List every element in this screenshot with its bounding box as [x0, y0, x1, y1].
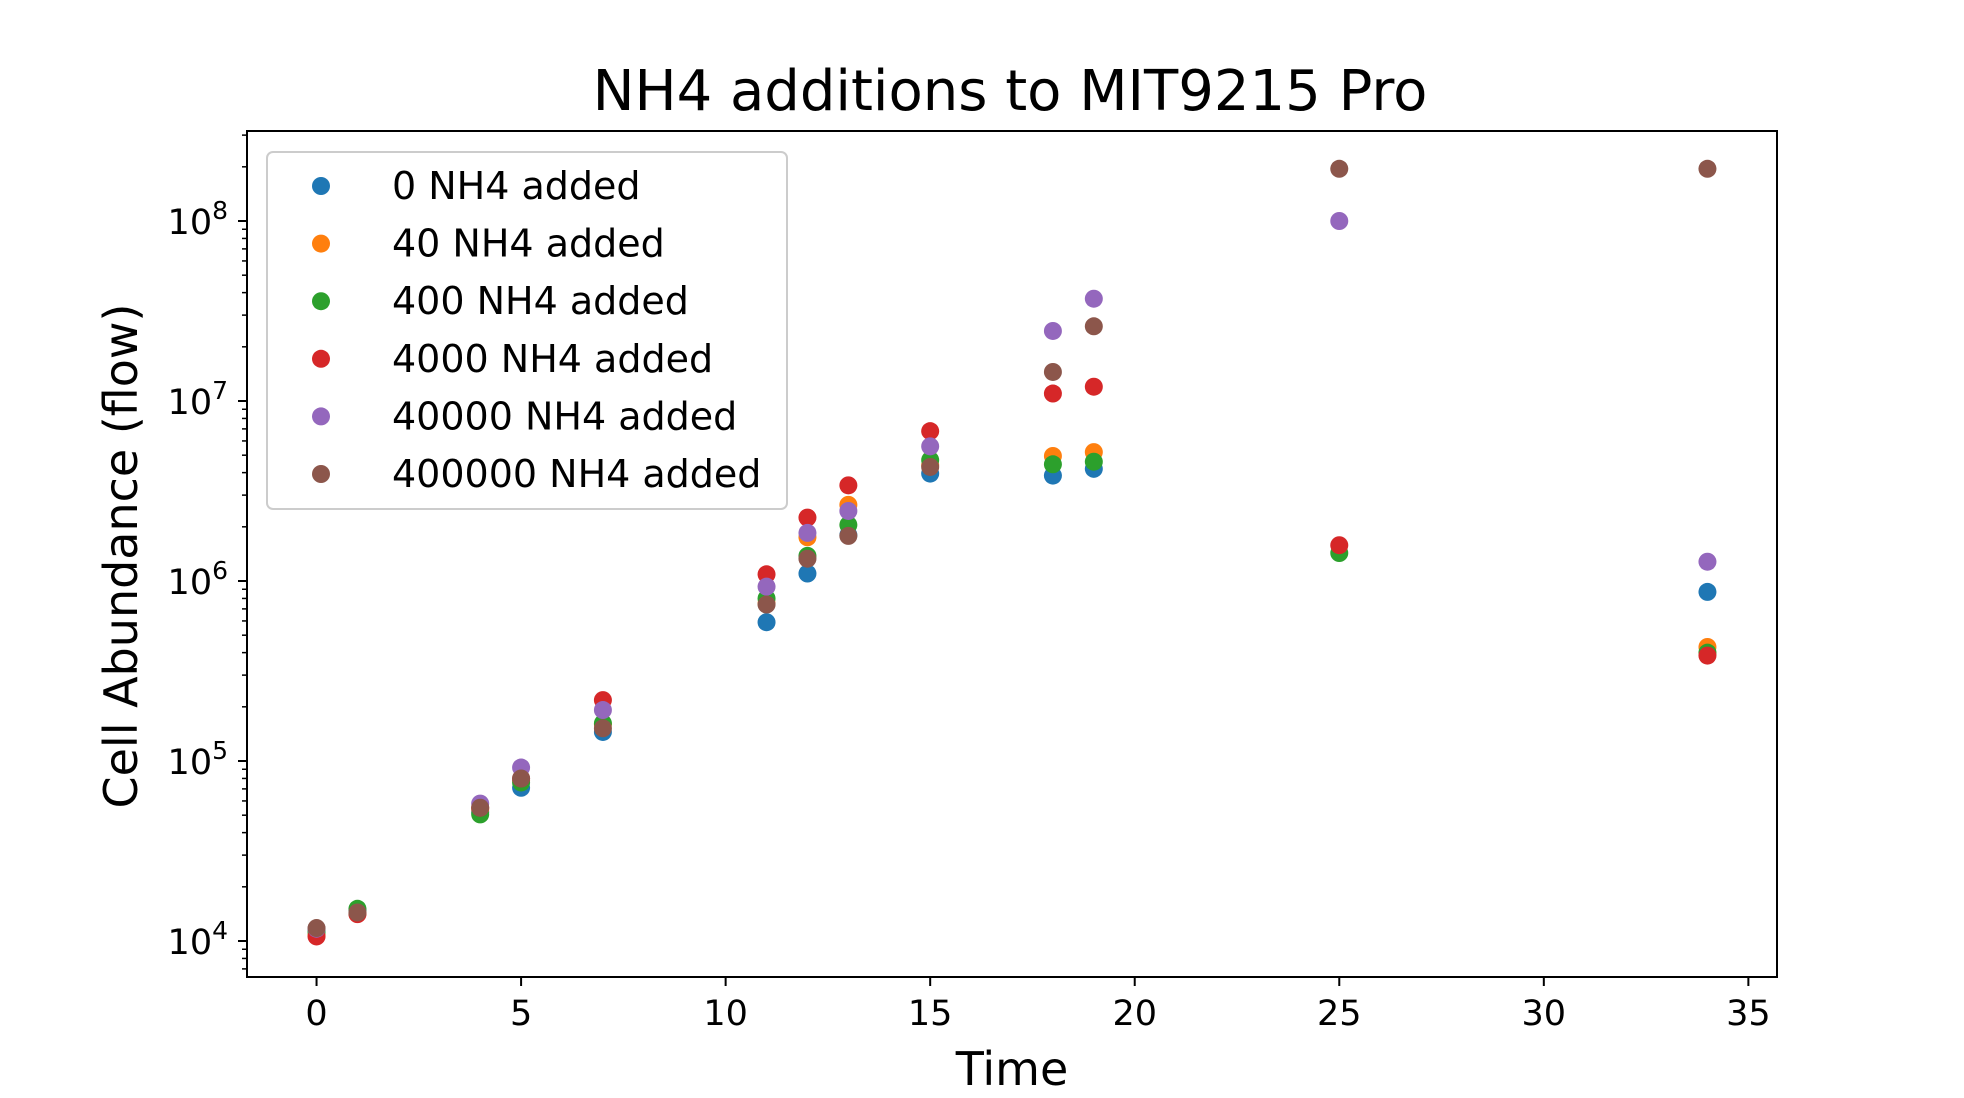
data-point-series-4	[593, 701, 612, 720]
legend-label: 40 NH4 added	[392, 222, 665, 266]
legend-label: 400 NH4 added	[392, 279, 689, 323]
data-point-series-3	[1330, 536, 1349, 555]
legend-marker	[312, 292, 330, 311]
legend-marker	[312, 234, 330, 253]
data-point-series-5	[1698, 159, 1717, 178]
legend-label: 40000 NH4 added	[392, 394, 737, 438]
data-point-series-5	[471, 798, 490, 817]
data-point-series-4	[757, 577, 776, 596]
x-axis-label: Time	[955, 1042, 1069, 1094]
y-tick-exponent: 8	[212, 196, 228, 225]
legend-marker	[312, 349, 330, 368]
data-point-series-3	[1698, 646, 1717, 665]
y-tick-base: 10	[168, 383, 213, 423]
chart-title: NH4 additions to MIT9215 Pro	[593, 59, 1428, 124]
y-tick-exponent: 5	[212, 736, 228, 765]
data-point-series-2	[1043, 455, 1062, 474]
y-tick-label: 107	[168, 376, 228, 423]
data-point-series-0	[757, 613, 776, 632]
x-tick-label: 0	[305, 994, 327, 1034]
data-point-series-5	[1084, 317, 1103, 336]
data-point-series-3	[1084, 377, 1103, 396]
data-point-series-5	[307, 919, 326, 938]
data-point-series-3	[921, 422, 940, 441]
y-tick-label: 105	[168, 736, 228, 783]
data-point-series-0	[1698, 582, 1717, 601]
data-point-series-3	[1043, 384, 1062, 403]
data-point-series-3	[839, 476, 858, 495]
legend-label: 4000 NH4 added	[392, 337, 713, 381]
plot-frame	[246, 130, 1778, 978]
y-tick-base: 10	[168, 923, 213, 963]
data-point-series-5	[1043, 362, 1062, 381]
y-tick-label: 104	[168, 916, 228, 963]
y-tick-exponent: 6	[212, 556, 228, 585]
data-point-series-4	[1330, 212, 1349, 230]
data-point-series-4	[839, 501, 858, 520]
data-point-series-5	[798, 549, 817, 568]
legend-marker	[312, 407, 330, 426]
y-axis-label: Cell Abundance (flow)	[94, 304, 148, 809]
legend-box	[266, 151, 788, 510]
data-point-series-3	[757, 565, 776, 584]
data-point-series-5	[348, 903, 367, 922]
legend-entries: 0 NH4 added 40 NH4 added 400 NH4 added 4000…	[312, 164, 761, 496]
x-tick-label: 5	[510, 994, 532, 1034]
x-tick-label: 20	[1112, 994, 1157, 1034]
y-tick-base: 10	[168, 203, 213, 243]
x-tick-label: 35	[1726, 994, 1771, 1034]
data-point-series-2	[1084, 452, 1103, 471]
data-point-series-5	[757, 595, 776, 614]
data-point-series-4	[1698, 552, 1717, 571]
legend-label: 0 NH4 added	[392, 164, 641, 208]
x-axis-ticks: 0 5 10 15 20 25 30 35	[305, 977, 1771, 1034]
legend-label: 400000 NH4 added	[392, 452, 761, 496]
y-tick-base: 10	[168, 563, 213, 603]
x-tick-label: 25	[1317, 994, 1362, 1034]
x-tick-label: 30	[1522, 994, 1567, 1034]
x-tick-label: 15	[908, 994, 953, 1034]
data-point-series-5	[593, 719, 612, 738]
data-point-series-5	[1330, 159, 1349, 178]
y-tick-base: 10	[168, 743, 213, 783]
data-point-series-3	[798, 508, 817, 527]
data-point-series-5	[839, 526, 858, 545]
y-tick-exponent: 4	[212, 916, 228, 945]
data-point-series-5	[921, 457, 940, 476]
data-point-series-0	[798, 564, 817, 583]
data-point-series-4	[1043, 321, 1062, 340]
data-points	[307, 159, 1717, 946]
data-point-series-4	[921, 437, 940, 456]
data-point-series-5	[512, 769, 531, 788]
legend: 0 NH4 added 40 NH4 added 400 NH4 added 4000…	[266, 151, 788, 510]
x-tick-label: 10	[703, 994, 748, 1034]
data-point-series-4	[798, 523, 817, 542]
y-tick-exponent: 7	[212, 376, 228, 405]
y-tick-label: 106	[168, 556, 228, 603]
legend-marker	[312, 177, 330, 195]
legend-marker	[312, 465, 330, 483]
y-tick-label: 108	[168, 196, 228, 243]
data-point-series-4	[1084, 289, 1103, 308]
